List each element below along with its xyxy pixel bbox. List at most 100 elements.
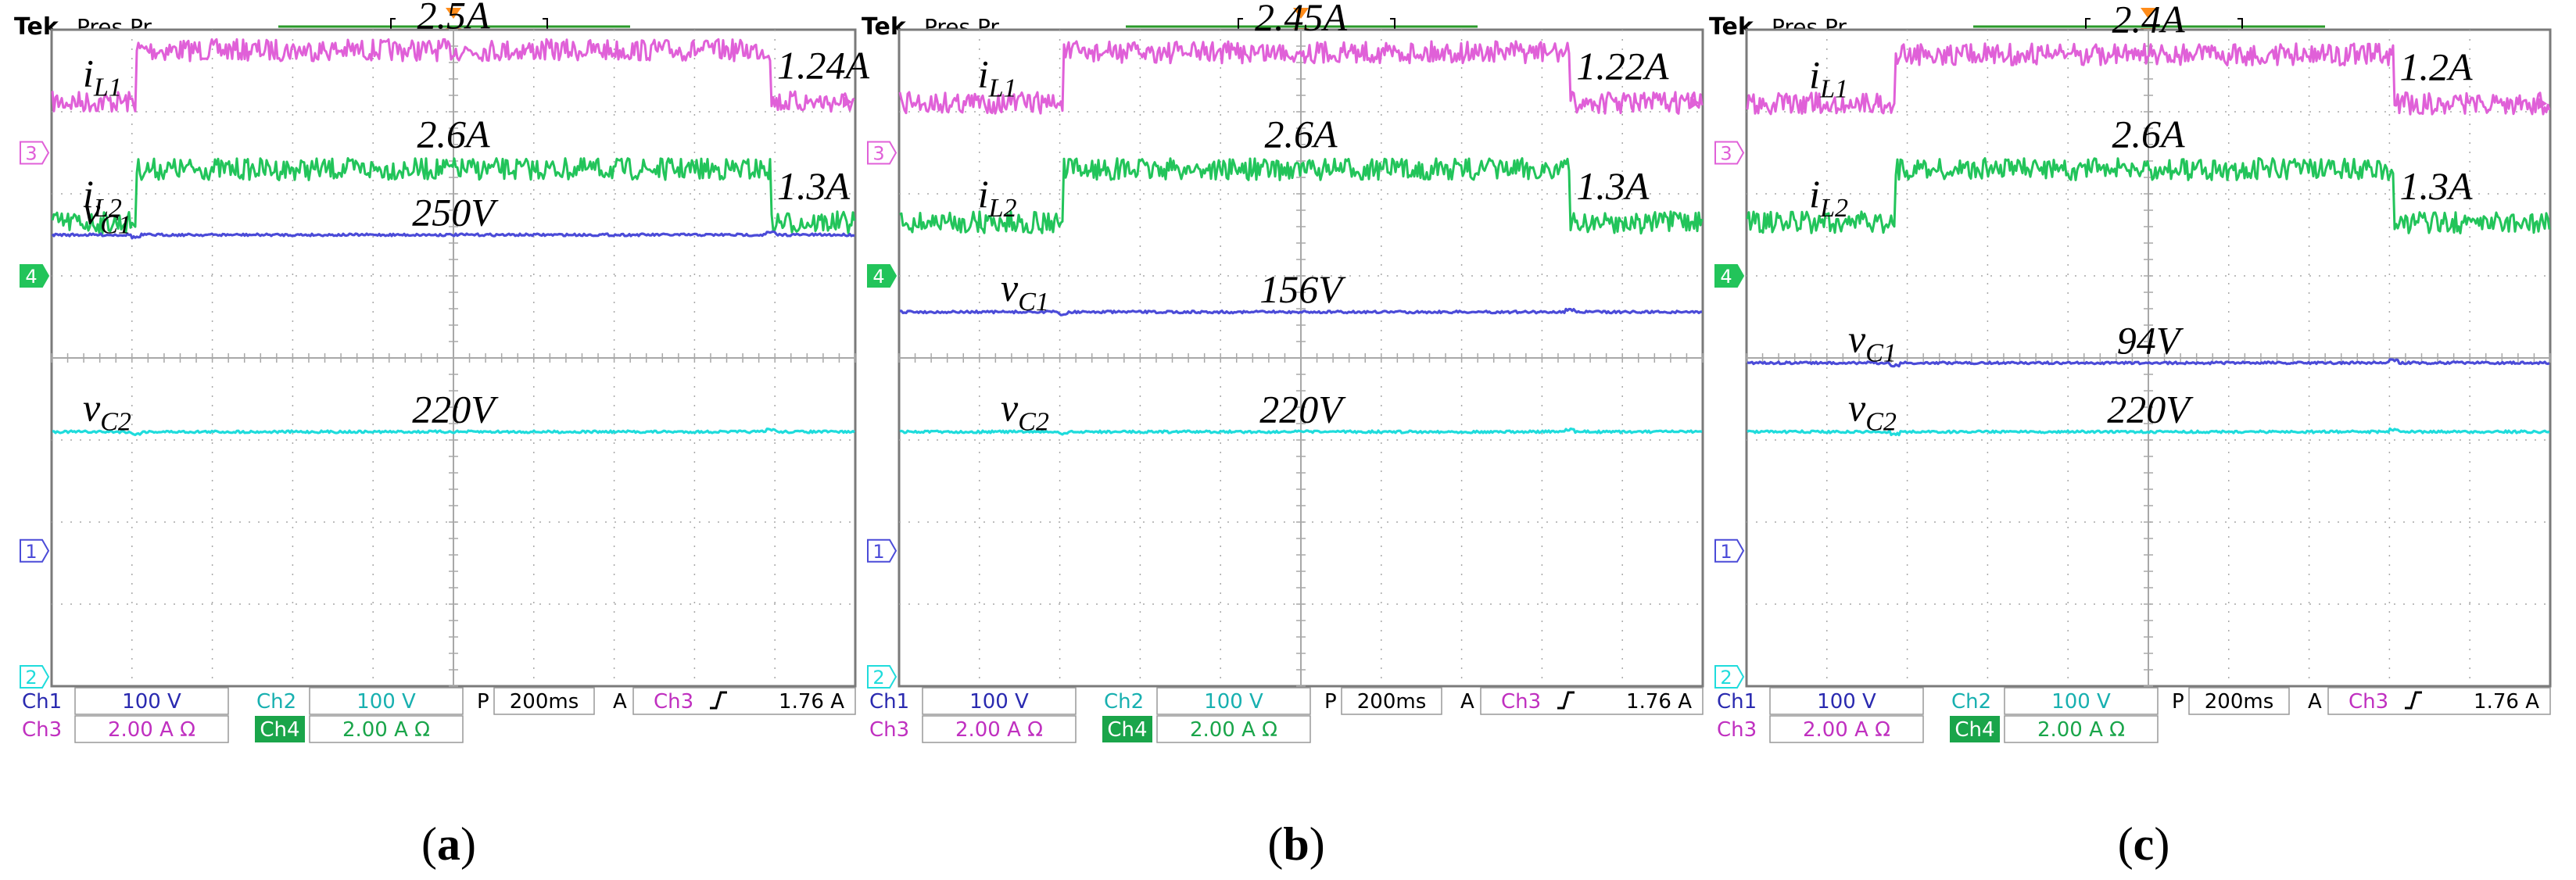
ch3-level-icon xyxy=(843,95,852,109)
caption-part: b xyxy=(1283,818,1309,870)
series-name-base: i xyxy=(978,52,989,95)
timebase-value: 200ms xyxy=(1357,690,1427,714)
value-label-high: 156V xyxy=(1259,267,1346,311)
series-name-base: v xyxy=(83,189,101,233)
ch1-scale: 100 V xyxy=(122,690,181,714)
ch4-scale-box xyxy=(309,715,464,743)
series-name-sub: C1 xyxy=(1018,288,1049,317)
series-name-sub: L1 xyxy=(1819,75,1848,104)
series-name-base: i xyxy=(83,51,94,95)
channel-marker-label: 3 xyxy=(1720,143,1732,165)
channel-marker-ch2 xyxy=(1714,665,1745,689)
series-name-base: i xyxy=(1809,172,1820,216)
series-name-iL1: iL1 xyxy=(83,51,122,102)
value-label-low: 1.2A xyxy=(2400,45,2474,89)
ch4-scale-box xyxy=(1156,715,1311,743)
ch2-scale: 100 V xyxy=(1204,690,1263,714)
ch4-label-box xyxy=(255,716,305,742)
ch4-scale: 2.00 A Ω xyxy=(1190,718,1277,742)
ch1-label: Ch1 xyxy=(869,690,909,714)
trigger-source: Ch3 xyxy=(1501,690,1541,714)
trigger-box xyxy=(1480,687,1704,715)
series-name-iL2: iL2 xyxy=(1809,172,1848,223)
value-label-high: 220V xyxy=(2107,388,2194,431)
series-name-iL2: iL2 xyxy=(978,172,1017,223)
timebase-box xyxy=(1341,687,1442,715)
series-name-vC2: vC2 xyxy=(1848,386,1897,437)
channel-marker-label: 2 xyxy=(1720,667,1732,689)
panel-caption: (a) xyxy=(421,818,476,870)
ch2-label: Ch2 xyxy=(1951,690,1991,714)
channel-marker-ch3 xyxy=(1714,141,1745,165)
value-label-high: 2.6A xyxy=(2112,113,2185,156)
channel-marker-label: 1 xyxy=(872,541,884,563)
series-name-sub: C1 xyxy=(100,211,131,240)
ch1-label: Ch1 xyxy=(22,690,62,714)
waveform-iL1 xyxy=(51,38,855,113)
value-label-high: 250V xyxy=(412,191,499,234)
series-name-iL1: iL1 xyxy=(1809,53,1848,104)
ch2-scale-box xyxy=(309,687,464,715)
ch2-scale: 100 V xyxy=(356,690,416,714)
value-label-low: 1.3A xyxy=(777,164,851,208)
ch4-label-box xyxy=(1950,716,2000,742)
trigger-source: Ch3 xyxy=(2348,690,2388,714)
ch3-label: Ch3 xyxy=(22,718,62,742)
ch2-scale: 100 V xyxy=(2051,690,2111,714)
ch4-scale-box xyxy=(2004,715,2159,743)
ch3-scale: 2.00 A Ω xyxy=(1803,718,1890,742)
caption-part: ) xyxy=(1309,818,1325,870)
ch3-level-icon xyxy=(2538,97,2547,110)
series-name-sub: C2 xyxy=(1018,408,1049,437)
channel-marker-ch1 xyxy=(20,538,50,563)
channel-marker-label: 1 xyxy=(25,541,37,563)
value-label-low: 1.3A xyxy=(1576,164,1649,208)
ch3-label: Ch3 xyxy=(869,718,909,742)
waveform-iL1 xyxy=(898,40,1704,115)
channel-marker-label: 3 xyxy=(25,143,37,165)
waveform-iL2 xyxy=(51,157,856,235)
channel-marker-label: 4 xyxy=(1720,266,1732,288)
series-name-iL1: iL1 xyxy=(978,52,1017,102)
series-name-vC1: vC1 xyxy=(1001,266,1049,317)
channel-marker-ch3 xyxy=(867,141,897,165)
series-name-vC2: vC2 xyxy=(1001,386,1049,437)
caption-part: a xyxy=(437,818,460,870)
timebase-box xyxy=(493,687,595,715)
ch3-scale: 2.00 A Ω xyxy=(108,718,195,742)
ch3-level-icon xyxy=(1690,96,1700,109)
value-label-high: 2.4A xyxy=(2112,0,2185,41)
timebase-value: 200ms xyxy=(510,690,579,714)
trigger-box xyxy=(2327,687,2551,715)
trigger-edge-icon xyxy=(2405,691,2422,710)
waveform-vC1 xyxy=(51,230,855,240)
waveform-vC2 xyxy=(899,427,1703,436)
channel-marker-label: 4 xyxy=(25,266,37,288)
channel-marker-label: 1 xyxy=(1720,541,1732,563)
ch1-scale: 100 V xyxy=(969,690,1029,714)
channel-marker-ch1 xyxy=(867,538,897,563)
series-name-iL2: iL2 xyxy=(83,172,122,223)
ch4-label: Ch4 xyxy=(1954,718,1994,742)
series-name-base: v xyxy=(1848,386,1866,430)
caption-part: ( xyxy=(1267,818,1283,870)
ch2-label: Ch2 xyxy=(1104,690,1144,714)
waveform-vC2 xyxy=(52,427,855,437)
series-name-sub: L1 xyxy=(93,73,122,102)
series-name-sub: L1 xyxy=(988,73,1017,102)
ch4-label: Ch4 xyxy=(1107,718,1147,742)
waveform-iL2 xyxy=(899,157,1704,235)
ch1-scale-box xyxy=(1769,687,1924,715)
value-label-low: 1.22A xyxy=(1576,44,1668,88)
scope-panel-2: Tek Pres Pr 2.45A1.22AiL12.6A1.3AiL2156VvC… xyxy=(862,0,1704,870)
value-label-high: 2.6A xyxy=(1264,113,1338,156)
ch3-scale: 2.00 A Ω xyxy=(955,718,1043,742)
series-name-sub: L2 xyxy=(988,194,1017,223)
value-label-high: 220V xyxy=(1259,388,1346,431)
caption-part: ) xyxy=(2154,818,2169,870)
series-name-vC1: vC1 xyxy=(1848,317,1897,367)
ch4-label: Ch4 xyxy=(260,718,299,742)
panel-caption: (b) xyxy=(1267,818,1324,870)
